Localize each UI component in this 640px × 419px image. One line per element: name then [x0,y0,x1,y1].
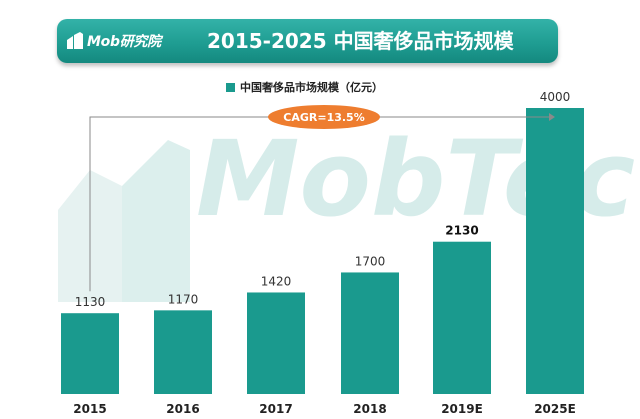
x-tick-2015: 2015 [73,402,106,416]
brand-logo-icon [67,32,83,49]
value-label-2025E: 4000 [540,90,571,104]
x-tick-2016: 2016 [166,402,199,416]
value-label-2019E: 2130 [445,224,478,238]
bar-2017 [247,292,305,394]
legend: 中国奢侈品市场规模（亿元） [226,80,383,94]
brand-logo: Mob研究院 [65,31,161,51]
cagr-label: CAGR=13.5% [283,111,364,124]
cagr-connector-line [89,116,549,292]
x-tick-2025E: 2025E [534,402,576,416]
legend-swatch [226,82,235,92]
chart-title: 2015-2025 中国奢侈品市场规模 [207,29,514,53]
value-label-2016: 1170 [168,292,199,306]
cagr-arrowhead-icon [549,113,555,121]
brand-name: Mob研究院 [87,34,161,50]
title-banner: Mob研究院 2015-2025 中国奢侈品市场规模 [57,19,558,63]
bar-2015 [61,313,119,394]
value-label-2017: 1420 [261,274,292,288]
bar-2019E [433,241,491,394]
cagr-badge [268,105,380,129]
bar-2025E [526,108,584,394]
bar-2018 [341,272,399,394]
legend-label: 中国奢侈品市场规模（亿元） [240,81,383,94]
x-tick-2017: 2017 [259,402,292,416]
x-tick-2018: 2018 [353,402,386,416]
value-label-2015: 1130 [75,295,106,309]
x-tick-2019E: 2019E [441,402,483,416]
bar-2016 [154,310,212,394]
watermark-logo-icon [58,140,190,302]
value-label-2018: 1700 [355,254,386,268]
